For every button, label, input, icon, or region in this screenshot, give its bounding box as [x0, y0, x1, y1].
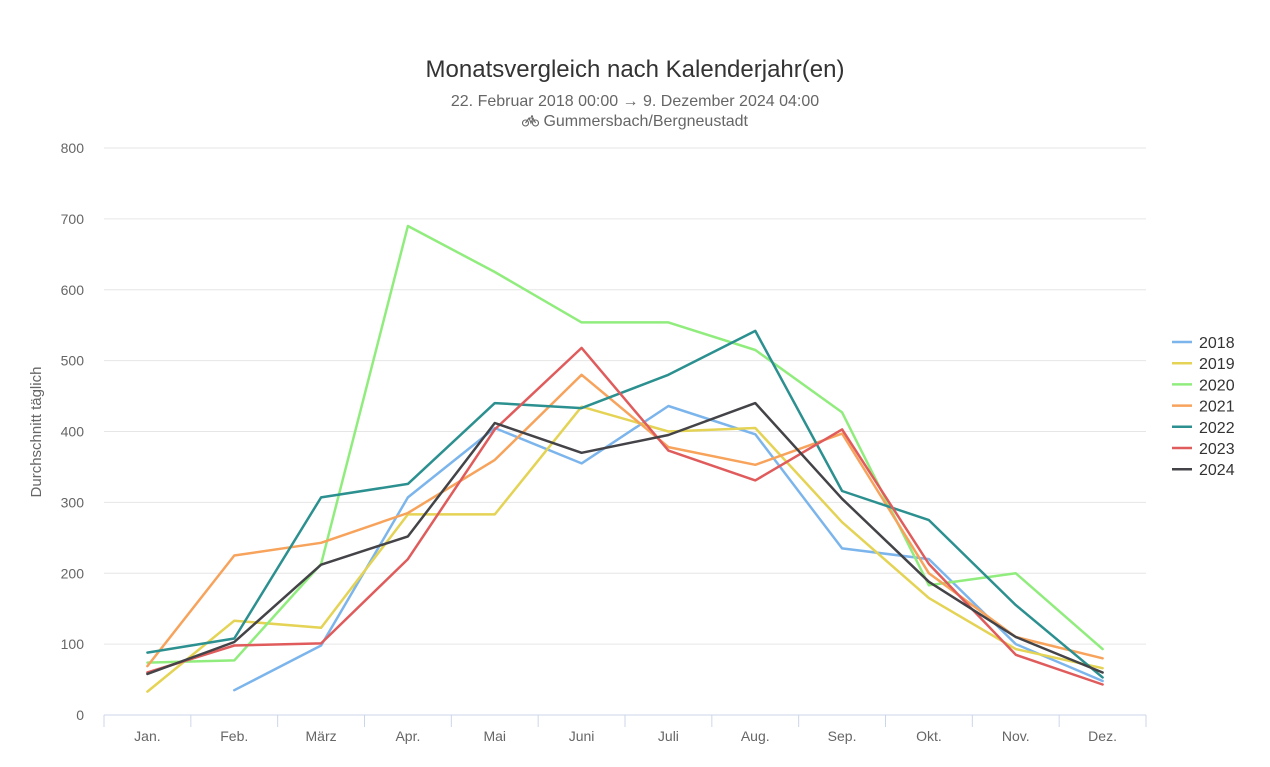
x-tick-label: Apr. — [395, 728, 420, 744]
legend-label: 2024 — [1199, 462, 1235, 479]
x-tick-label: Dez. — [1088, 728, 1117, 744]
legend-item-2022[interactable]: 2022 — [1172, 420, 1235, 437]
series-line-2021[interactable] — [146, 373, 1104, 668]
legend-label: 2022 — [1199, 420, 1235, 437]
y-tick-label: 200 — [61, 565, 85, 581]
series-line-2018[interactable] — [233, 404, 1104, 692]
chart-title: Monatsvergleich nach Kalenderjahr(en) — [425, 56, 845, 83]
x-tick-label: Sep. — [828, 728, 857, 744]
location-line: Gummersbach/Bergneustadt — [0, 112, 1270, 132]
legend-label: 2018 — [1199, 335, 1235, 352]
y-tick-label: 0 — [76, 707, 84, 723]
y-tick-label: 500 — [61, 353, 85, 369]
y-tick-label: 100 — [61, 636, 85, 652]
y-tick-label: 400 — [61, 424, 85, 440]
x-tick-label: Aug. — [741, 728, 770, 744]
series-line-2022[interactable] — [146, 329, 1104, 679]
gridlines — [104, 147, 1146, 645]
location-label: Gummersbach/Bergneustadt — [543, 113, 748, 130]
x-tick-label: Nov. — [1002, 728, 1030, 744]
x-tick-label: Jan. — [134, 728, 160, 744]
series-line-2023[interactable] — [146, 346, 1104, 686]
legend-item-2020[interactable]: 2020 — [1172, 377, 1235, 394]
x-axis-ticks: Jan. Feb. März Apr. Mai Juni Juli Aug. Sep. Okt. N… — [134, 728, 1117, 744]
y-axis-ticks: 0 100 200 300 400 500 600 700 800 — [61, 140, 85, 723]
x-axis — [103, 714, 1147, 727]
legend-label: 2021 — [1199, 399, 1235, 416]
legend-label: 2020 — [1199, 377, 1235, 394]
x-tick-label: Juni — [569, 728, 595, 744]
date-range: 22. Februar 2018 00:00 → 9. Dezember 202… — [450, 93, 820, 110]
legend-item-2019[interactable]: 2019 — [1172, 356, 1235, 373]
bicycle-icon — [521, 115, 540, 127]
x-tick-label: Feb. — [220, 728, 248, 744]
legend: 2018 2019 2020 2021 2022 2023 2024 — [1172, 335, 1235, 479]
series-lines — [146, 224, 1104, 693]
legend-item-2018[interactable]: 2018 — [1172, 335, 1235, 352]
series-line-2024[interactable] — [146, 401, 1104, 676]
y-tick-label: 600 — [61, 282, 85, 298]
x-tick-label: März — [306, 728, 337, 744]
y-tick-label: 300 — [61, 494, 85, 510]
y-axis-title: Durchschnitt täglich — [28, 367, 45, 498]
x-tick-label: Okt. — [916, 728, 942, 744]
y-tick-label: 800 — [61, 140, 85, 156]
legend-item-2024[interactable]: 2024 — [1172, 462, 1235, 479]
legend-item-2023[interactable]: 2023 — [1172, 441, 1235, 458]
x-tick-label: Juli — [658, 728, 679, 744]
x-tick-label: Mai — [483, 728, 506, 744]
legend-label: 2019 — [1199, 356, 1235, 373]
legend-item-2021[interactable]: 2021 — [1172, 399, 1235, 416]
series-line-2019[interactable] — [146, 405, 1104, 693]
y-tick-label: 700 — [61, 211, 85, 227]
chart-subtitle: 22. Februar 2018 00:00 → 9. Dezember 202… — [0, 92, 1270, 132]
legend-label: 2023 — [1199, 441, 1235, 458]
